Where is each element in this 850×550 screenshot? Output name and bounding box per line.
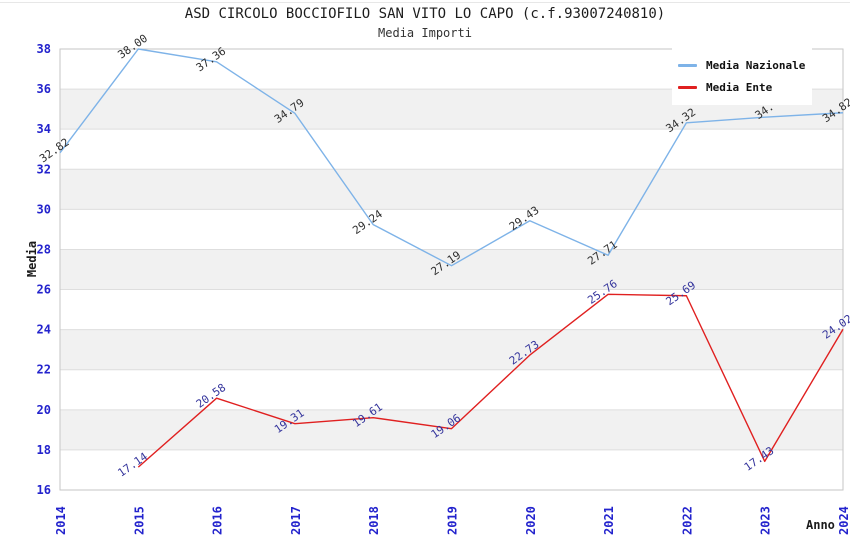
plot-band (60, 249, 843, 290)
x-tick-label: 2021 (602, 506, 616, 535)
y-tick-label: 34 (37, 122, 51, 136)
x-tick-label: 2022 (680, 506, 694, 535)
x-tick-label: 2017 (289, 506, 303, 535)
x-tick-label: 2023 (759, 506, 773, 535)
y-tick-label: 22 (37, 363, 51, 377)
chart-subtitle: Media Importi (378, 26, 472, 40)
x-tick-label: 2018 (367, 506, 381, 535)
legend-item-ente: Media Ente (678, 81, 812, 94)
y-tick-label: 20 (37, 403, 51, 417)
x-tick-label: 2020 (524, 506, 538, 535)
y-tick-label: 26 (37, 283, 51, 297)
media-nazionale-data-label: 32.82 (37, 136, 72, 166)
y-tick-label: 18 (37, 443, 51, 457)
chart-title: ASD CIRCOLO BOCCIOFILO SAN VITO LO CAPO … (184, 6, 666, 22)
y-tick-label: 36 (37, 82, 51, 96)
y-tick-label: 28 (37, 242, 51, 256)
media-ente-line (137, 293, 844, 468)
plot-band (60, 409, 843, 450)
legend-label-nazionale: Media Nazionale (706, 58, 806, 72)
x-axis-title: Anno (806, 518, 835, 532)
y-tick-label: 24 (37, 323, 51, 337)
legend-swatch-ente-icon (678, 85, 697, 89)
y-tick-label: 16 (37, 483, 51, 497)
x-tick-label: 2024 (837, 506, 850, 535)
media-ente-data-label: 20.58 (194, 381, 229, 411)
media-nazionale-line (59, 48, 844, 267)
plot-band (60, 169, 843, 210)
figure-top-border (0, 2, 850, 3)
media-ente-data-label: 17.14 (115, 450, 150, 480)
x-tick-label: 2016 (211, 506, 225, 535)
x-tick-label: 2015 (132, 506, 146, 535)
legend-item-nazionale: Media Nazionale (678, 59, 812, 72)
plot-border (59, 48, 844, 491)
y-tick-label: 32 (37, 162, 51, 176)
y-tick-label: 30 (37, 202, 51, 216)
legend-swatch-nazionale-icon (678, 63, 697, 67)
plot-band (60, 329, 843, 370)
x-tick-label: 2014 (54, 506, 68, 535)
media-nazionale-data-label: 29.24 (350, 207, 385, 237)
legend-label-ente: Media Ente (706, 80, 773, 94)
x-tick-label: 2019 (446, 506, 460, 535)
y-tick-label: 38 (37, 42, 51, 56)
legend: Media Nazionale Media Ente (672, 47, 812, 105)
